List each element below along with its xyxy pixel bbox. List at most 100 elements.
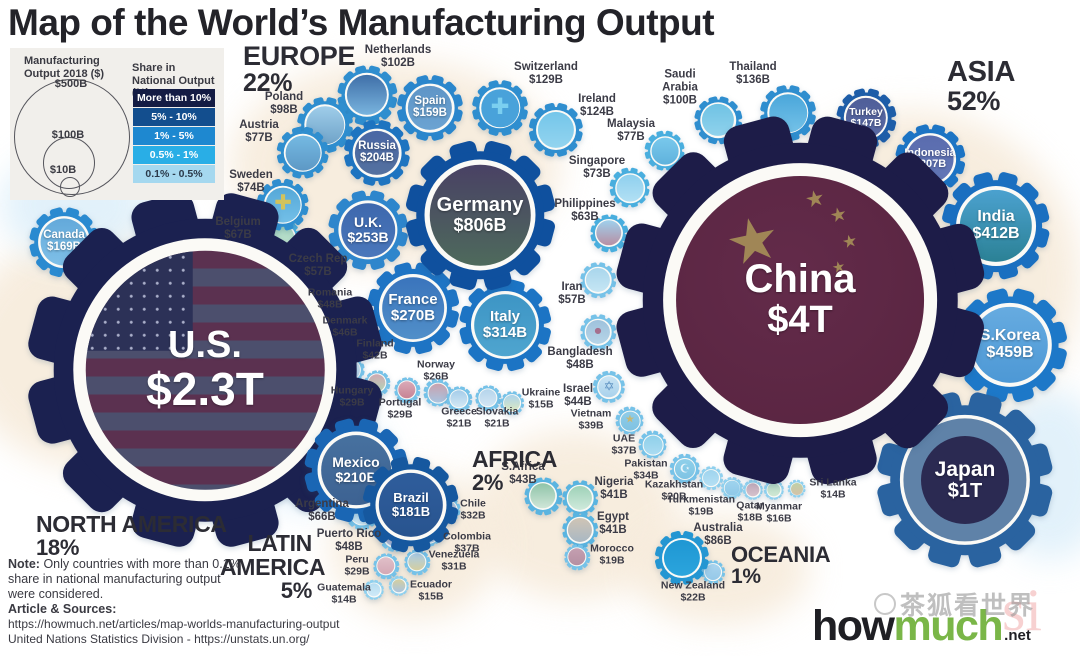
gear-face-china: ★ ★ ★ ★ ★ xyxy=(676,176,924,424)
gear-face-s-africa xyxy=(530,483,556,509)
logo-much: much xyxy=(893,602,1003,650)
gear-face-egypt xyxy=(567,517,593,543)
sources: Article & Sources: https://howmuch.net/a… xyxy=(8,601,408,648)
footnote: Note: Only countries with more than 0.1%… xyxy=(8,557,248,601)
gear-s-africa xyxy=(523,476,563,516)
gear-face-greece xyxy=(450,390,468,408)
gear-face-iran xyxy=(585,267,611,293)
gear-face-kazakhstan xyxy=(702,469,720,487)
gear-uae xyxy=(638,430,668,460)
gear-face-singapore xyxy=(616,174,644,202)
gear-bangladesh: ● xyxy=(579,313,617,351)
gear-netherlands xyxy=(336,64,398,126)
gear-face-sri-lanka xyxy=(790,482,804,496)
gear-new-zealand xyxy=(700,559,726,585)
gear-face-philippines xyxy=(596,220,622,246)
flag-glyph: ✡ xyxy=(603,378,615,394)
legend-share-scale: More than 10% 5% - 10% 1% - 5% 0.5% - 1% 0.1… xyxy=(133,89,215,184)
legend-circle-10b xyxy=(60,177,80,197)
legend-label-10b: $10B xyxy=(49,164,77,176)
footnote-text: Only countries with more than 0.1% share… xyxy=(8,557,241,601)
gear-turkmenistan xyxy=(720,476,744,500)
gear-russia: Russia $204B xyxy=(343,119,411,187)
flag-glyph: ● xyxy=(593,323,603,340)
gear-face-brazil xyxy=(378,472,444,538)
gear-nigeria xyxy=(561,479,599,517)
gear-face-russia xyxy=(354,130,400,176)
gear-peru xyxy=(372,552,400,580)
region-label-asia: ASIA 52% xyxy=(947,56,1016,117)
gear-face-myanmar xyxy=(767,483,781,497)
gear-ukraine xyxy=(499,390,525,416)
gear-philippines xyxy=(589,213,629,253)
gear-ecuador xyxy=(388,575,410,597)
gear-face-qatar xyxy=(746,483,760,497)
gear-face-nigeria xyxy=(567,485,593,511)
gear-myanmar xyxy=(763,479,785,501)
gear-face-uae xyxy=(643,435,663,455)
region-label-europe: EUROPE 22% xyxy=(243,41,356,98)
gear-egypt xyxy=(561,511,599,549)
footnote-label: Note: xyxy=(8,557,40,571)
logo-net: .net xyxy=(1004,627,1031,644)
legend-share-item: More than 10% xyxy=(133,89,215,107)
flag-glyph: ✚ xyxy=(274,191,292,215)
gear-poland xyxy=(296,96,354,154)
gear-face-japan xyxy=(921,436,1009,524)
china-flag-star: ★ xyxy=(802,184,827,214)
gear-face-slovakia xyxy=(479,389,497,407)
gear-venezuela xyxy=(403,548,431,576)
gear-kazakhstan xyxy=(698,465,724,491)
gear-pakistan: ☪ xyxy=(669,453,701,485)
gear-face-morocco xyxy=(568,548,586,566)
gear-face-portugal xyxy=(398,381,416,399)
gear-face-france xyxy=(382,277,444,339)
gear-guatemala xyxy=(363,579,385,601)
gear-face-austria xyxy=(285,135,321,171)
gear-face-u-k- xyxy=(341,203,395,257)
gear-face-italy xyxy=(474,294,536,356)
region-label-latin-america: LATIN AMERICA 5% xyxy=(220,530,326,604)
gear-germany: Germany $806B xyxy=(404,139,556,291)
source-link-un: United Nations Statistics Division - htt… xyxy=(8,632,310,647)
region-label-oceania: OCEANIA 1% xyxy=(731,542,831,589)
legend: Manufacturing Output 2018 ($) $500B $100… xyxy=(10,48,224,200)
gear-face-bangladesh: ● xyxy=(585,319,611,345)
gear-spain: Spain $159B xyxy=(396,74,464,142)
gear-face-ireland xyxy=(537,111,575,149)
legend-share-item: 0.5% - 1% xyxy=(133,146,215,164)
gear-japan: Japan $1T xyxy=(875,390,1055,570)
gear-face-ukraine xyxy=(503,394,521,412)
gear-qatar xyxy=(742,479,764,501)
gear-malaysia xyxy=(644,130,686,172)
flag-glyph: ☪ xyxy=(679,461,691,476)
gear-face-norway xyxy=(428,383,448,403)
gear-face-netherlands xyxy=(346,74,388,116)
legend-share-item: 5% - 10% xyxy=(133,108,215,126)
gear-face-spain xyxy=(407,85,453,131)
gear-u-s-: U.S. $2.3T xyxy=(24,189,386,551)
watermark-cat-icon xyxy=(874,593,896,615)
label-thailand: Thailand $136B xyxy=(729,61,777,86)
label-vietnam: Vietnam $39B xyxy=(570,407,612,431)
gear-norway xyxy=(423,378,453,408)
gear-iran xyxy=(579,261,617,299)
gear-switzerland: ✚ xyxy=(471,79,529,137)
watermark-red-text: si xyxy=(1002,577,1043,643)
gear-austria xyxy=(276,126,330,180)
china-flag-star: ★ xyxy=(840,230,860,253)
sources-label: Article & Sources: xyxy=(8,602,117,616)
label-ukraine: Ukraine $15B xyxy=(521,386,561,410)
gear-france: France $270B xyxy=(366,261,460,355)
gear-face-new-zealand xyxy=(704,563,722,581)
legend-share-item: 1% - 5% xyxy=(133,127,215,145)
gear-face-israel: ✡ xyxy=(598,376,620,398)
gear-face-peru xyxy=(377,557,395,575)
source-link-article: https://howmuch.net/articles/map-worlds-… xyxy=(8,617,340,631)
legend-share-item: 0.1% - 0.5% xyxy=(133,165,215,183)
legend-size-title: Manufacturing Output 2018 ($) xyxy=(24,55,105,80)
gear-face-pakistan: ☪ xyxy=(674,458,696,480)
page-title: Map of the World’s Manufacturing Output xyxy=(8,2,715,43)
region-label-africa: AFRICA 2% xyxy=(472,446,558,496)
